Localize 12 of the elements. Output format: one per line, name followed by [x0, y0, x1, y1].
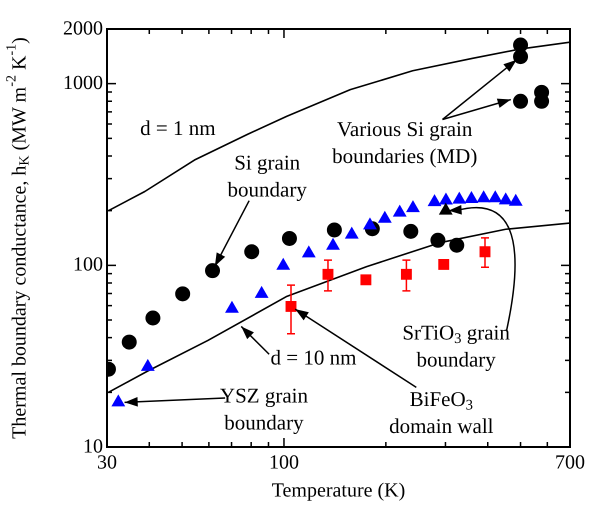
- x-tick-label: 700: [555, 451, 585, 474]
- y-axis-title: Thermal boundary conductance, hK (MW m-2 K-1): [4, 37, 33, 439]
- annotation: YSZ grain boundary: [220, 384, 308, 435]
- x-tick-label: 100: [268, 451, 299, 474]
- x-axis-title: Temperature (K): [272, 479, 406, 502]
- y-tick-label: 2000: [63, 17, 103, 40]
- annotation: Si grain boundary: [228, 150, 308, 202]
- annotation: Various Si grain boundaries (MD): [332, 116, 478, 168]
- y-tick-label: 1000: [63, 72, 103, 94]
- annotation: d = 10 nm: [270, 346, 356, 370]
- annotation: d = 1 nm: [140, 116, 216, 140]
- y-tick-label: 100: [73, 254, 103, 276]
